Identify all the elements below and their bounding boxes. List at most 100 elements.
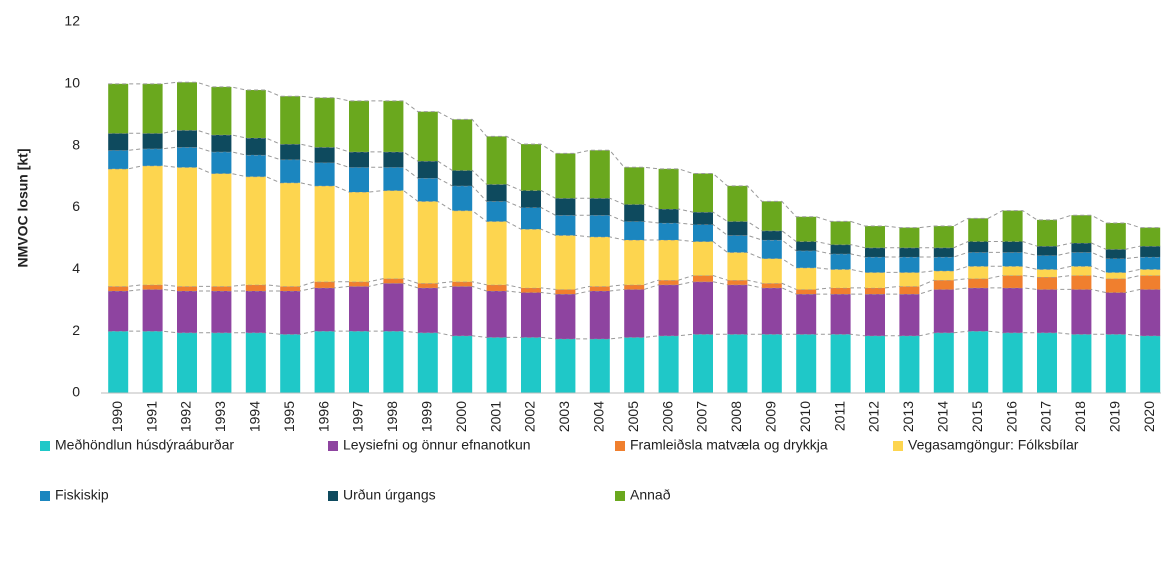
bar-segment [1037,269,1057,278]
bar-segment [1037,289,1057,333]
bar-segment [349,100,369,152]
bar-segment [383,100,404,152]
bar-segment [1071,275,1092,290]
x-tick-label: 1998 [384,401,400,432]
bar-segment [1037,277,1057,290]
bar-segment [521,207,541,230]
bar-segment [314,185,335,282]
bar-segment [177,286,197,291]
x-tick-label: 2017 [1038,401,1054,432]
bar-segment [1037,219,1057,247]
x-tick-label: 2019 [1107,401,1123,432]
y-tick-label: 2 [72,322,80,338]
bar-segment [589,150,610,199]
legend-label: Meðhöndlun húsdýraáburðar [55,437,234,453]
bar-segment [555,294,576,339]
bar-segment [589,338,610,393]
bar-segment [452,281,473,287]
bar-segment [1002,287,1023,333]
x-tick-label: 2007 [694,401,710,432]
bar-segment [1071,334,1092,393]
bar-segment [933,247,954,257]
bar-segment [245,290,266,333]
bar-segment [452,185,473,211]
x-tick-label: 1997 [350,401,366,432]
bar-segment [417,283,438,288]
bar-segment [658,209,679,223]
bar-segment [761,230,782,240]
bar-segment [521,337,541,393]
bar-segment [142,148,163,166]
bar-segment [865,335,885,393]
bar-segment [245,284,266,291]
bar-segment [624,284,645,290]
bar-segment [177,130,197,148]
x-tick-label: 1994 [247,401,263,432]
bar-segment [899,286,920,295]
bar-segment [142,165,163,285]
bar-segment [624,239,645,285]
bar-segment [314,287,335,332]
bar-segment [624,221,645,240]
bar-segment [177,147,197,168]
bar-segment [865,256,885,273]
bar-segment [933,270,954,281]
bar-segment [486,284,507,291]
x-tick-label: 2011 [831,401,847,431]
bar-segment [108,286,129,291]
bar-segment [1105,278,1126,293]
bar-segment [555,235,576,290]
bar-segment [727,235,748,253]
bar-segment [1140,335,1161,393]
legend-label: Annað [630,487,671,503]
bar-segment [727,334,748,393]
bar-segment [108,83,129,134]
y-tick-label: 0 [72,384,80,400]
bar-segment [933,280,954,290]
bar-segment [211,332,232,393]
bar-segment [417,332,438,393]
bar-segment [142,289,163,332]
legend-swatch [893,441,903,451]
bar-segment [349,192,369,282]
bar-segment [1071,243,1092,253]
bar-segment [349,151,369,168]
bar-segment [108,290,129,332]
x-tick-label: 2003 [556,401,572,432]
x-tick-label: 1991 [143,401,159,432]
legend-swatch [615,441,625,451]
bar-segment [555,215,576,236]
bar-segment [1071,266,1092,276]
bar-segment [968,252,989,267]
bar-segment [383,167,404,191]
bar-segment [658,168,679,210]
bar-segment [280,96,301,145]
bar-segment [1140,246,1161,257]
bar-segment [417,178,438,202]
bar-segment [761,287,782,335]
bar-segment [796,216,817,242]
bar-segment [383,151,404,168]
bar-segment [486,201,507,222]
bar-segment [933,332,954,393]
x-tick-label: 2013 [900,401,916,432]
bar-segment [314,97,335,148]
bar-segment [486,290,507,338]
bar-segment [245,154,266,177]
bar-segment [452,119,473,171]
legend-swatch [40,441,50,451]
x-tick-label: 2020 [1141,401,1157,432]
bar-segment [280,334,301,393]
bar-segment [1002,252,1023,267]
bar-segment [521,190,541,208]
bar-segment [1105,292,1126,335]
bar-segment [349,286,369,332]
bar-segment [108,133,129,151]
bar-segment [349,281,369,287]
x-tick-label: 2009 [763,401,779,432]
y-tick-label: 8 [72,136,80,152]
bar-segment [1105,258,1126,273]
x-tick-label: 2015 [969,401,985,432]
bar-segment [1140,269,1161,276]
bar-segment [383,278,404,284]
